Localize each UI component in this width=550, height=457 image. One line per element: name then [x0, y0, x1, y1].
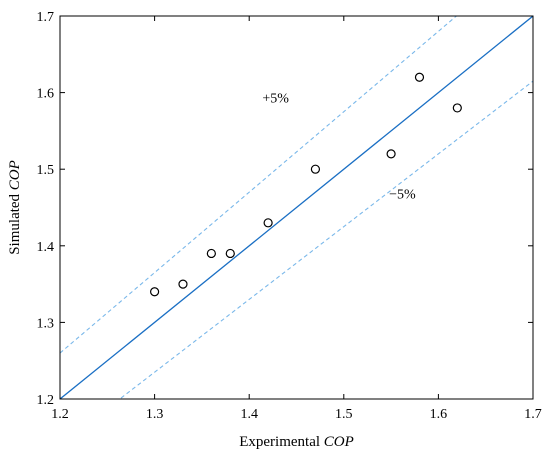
y-tick-label: 1.2 [37, 393, 55, 408]
data-point [206, 248, 216, 259]
x-tick-label: 1.6 [430, 407, 448, 422]
y-tick-label: 1.3 [37, 316, 55, 331]
x-tick-label: 1.3 [146, 407, 164, 422]
annotation-label: +5% [262, 92, 289, 107]
annotations: +5% −5% [262, 92, 416, 203]
reference-line-ideal [60, 16, 533, 399]
data-point [414, 72, 425, 82]
x-tick-label: 1.5 [335, 407, 353, 422]
y-tick-label: 1.6 [37, 87, 55, 102]
data-point [225, 248, 235, 259]
data-point [386, 149, 396, 159]
y-tick-label: 1.5 [37, 163, 55, 178]
x-tick-label: 1.7 [524, 407, 542, 422]
reference-lines [60, 16, 533, 399]
annotation-label: −5% [389, 187, 416, 202]
x-tick-label: 1.2 [51, 407, 69, 422]
data-point [310, 164, 321, 174]
data-point [150, 287, 160, 297]
x-tick-label: 1.4 [240, 407, 258, 422]
axis-ticks [59, 15, 534, 400]
reference-line-minus5 [118, 80, 533, 399]
data-point [263, 218, 273, 228]
y-axis-title: Simulated COP [7, 160, 23, 255]
y-tick-label: 1.4 [37, 240, 55, 255]
reference-line-plus5 [60, 16, 458, 354]
data-points [150, 72, 462, 297]
data-point [452, 103, 462, 113]
y-tick-label: 1.7 [37, 10, 55, 25]
tick-labels: 1.2 1.3 1.4 1.5 1.6 1.7 1.2 1.3 1.4 1.5 1.6 1.7 [37, 10, 542, 422]
data-point [178, 279, 188, 289]
x-axis-title: Experimental COP [239, 434, 354, 450]
plot-frame [59, 15, 534, 400]
